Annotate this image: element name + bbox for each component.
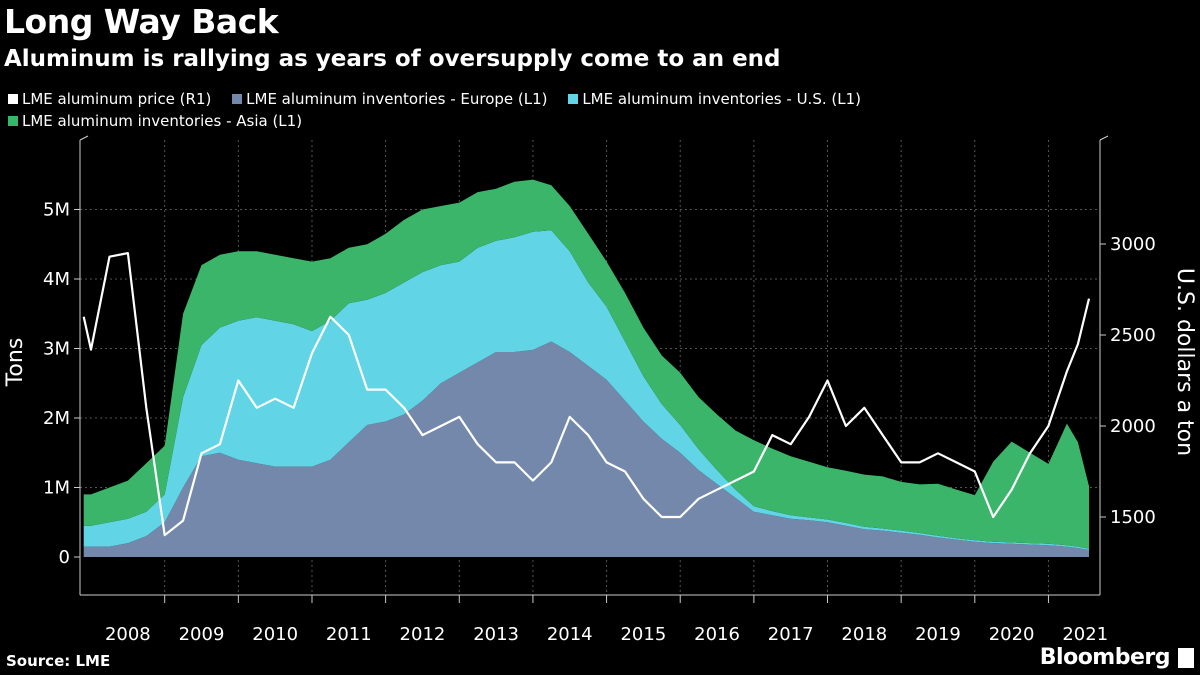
y-tick-label-left: 0 <box>59 547 70 568</box>
x-tick-label: 2009 <box>179 624 225 645</box>
y-axis-label-right: U.S. dollars a ton <box>1172 268 1197 456</box>
legend-item-asia: LME aluminum inventories - Asia (L1) <box>8 112 302 130</box>
legend-swatch-price <box>8 94 18 104</box>
legend-label-asia: LME aluminum inventories - Asia (L1) <box>22 112 303 130</box>
x-tick-label: 2020 <box>989 624 1035 645</box>
legend: LME aluminum price (R1) LME aluminum inv… <box>8 90 1108 134</box>
y-axis-label-left: Tons <box>3 338 28 388</box>
legend-swatch-asia <box>8 116 18 126</box>
legend-item-price: LME aluminum price (R1) <box>8 90 211 108</box>
chart-subtitle: Aluminum is rallying as years of oversup… <box>4 46 781 72</box>
legend-swatch-us <box>568 94 579 104</box>
axes: 0 1M 2M 3M 4M 5M 1500 2000 2500 3000 2008 2009 2010 2… <box>43 135 1156 645</box>
x-tick-label: 2015 <box>620 624 666 645</box>
y-tick-label-left: 2M <box>43 408 70 429</box>
area-europe <box>83 341 1089 557</box>
area-series <box>83 179 1089 557</box>
y-tick-label-left: 1M <box>43 478 70 499</box>
x-tick-label: 2008 <box>105 624 151 645</box>
x-tick-label: 2021 <box>1062 624 1108 645</box>
x-tick-label: 2014 <box>547 624 593 645</box>
x-tick-label: 2019 <box>915 624 961 645</box>
legend-item-us: LME aluminum inventories - U.S. (L1) <box>568 90 861 108</box>
x-tick-label: 2017 <box>768 624 814 645</box>
line-series <box>82 252 1091 537</box>
legend-item-europe: LME aluminum inventories - Europe (L1) <box>232 90 548 108</box>
y-tick-label-left: 4M <box>43 269 70 290</box>
legend-label-price: LME aluminum price (R1) <box>22 90 212 108</box>
x-tick-label: 2011 <box>326 624 372 645</box>
legend-label-europe: LME aluminum inventories - Europe (L1) <box>246 90 548 108</box>
y-tick-label-left: 3M <box>43 339 70 360</box>
y-tick-label-right: 3000 <box>1110 234 1156 255</box>
area-us <box>83 230 1089 551</box>
y-tick-label-left: 5M <box>43 200 70 221</box>
x-tick-label: 2018 <box>841 624 887 645</box>
chart-title: Long Way Back <box>4 2 279 41</box>
y-axis-right-arrow <box>1099 135 1109 141</box>
source-note: Source: LME <box>6 652 111 670</box>
legend-swatch-europe <box>232 94 243 104</box>
bloomberg-icon <box>1178 648 1194 668</box>
y-tick-label-right: 2500 <box>1110 325 1156 346</box>
x-tick-label: 2016 <box>694 624 740 645</box>
y-axis-left-arrow <box>79 135 89 141</box>
x-tick-label: 2012 <box>400 624 446 645</box>
legend-label-us: LME aluminum inventories - U.S. (L1) <box>582 90 861 108</box>
y-tick-label-right: 2000 <box>1110 416 1156 437</box>
area-asia <box>83 179 1089 549</box>
price-line <box>82 252 1091 537</box>
y-tick-label-right: 1500 <box>1110 507 1156 528</box>
x-tick-label: 2010 <box>252 624 298 645</box>
brand-logo: Bloomberg <box>1039 645 1171 670</box>
x-tick-label: 2013 <box>473 624 519 645</box>
